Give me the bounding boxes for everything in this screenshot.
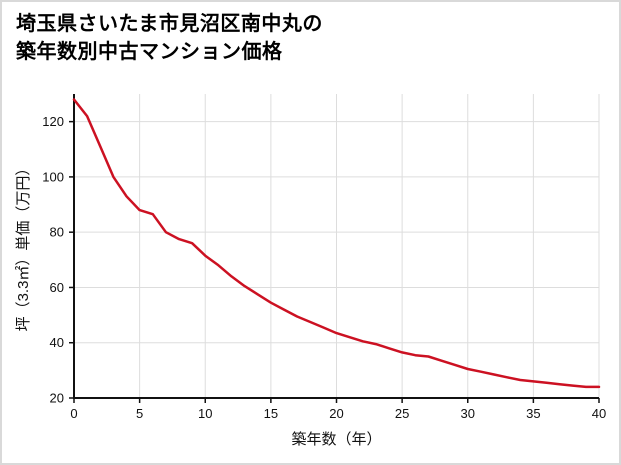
price-line-series xyxy=(72,98,601,389)
chart-title-line2: 築年数別中古マンション価格 xyxy=(16,41,283,63)
y-tick-label: 80 xyxy=(50,225,64,240)
y-tick-label: 100 xyxy=(42,169,64,184)
y-tick-label: 120 xyxy=(42,114,64,129)
x-tick-label: 20 xyxy=(329,406,343,421)
y-tick-label: 20 xyxy=(50,391,64,406)
x-tick-label: 35 xyxy=(526,406,540,421)
x-tick-label: 30 xyxy=(461,406,475,421)
y-axis-title: 坪（3.3㎡）単価（万円） xyxy=(15,161,32,332)
x-tick-label: 0 xyxy=(70,406,77,421)
x-tick-label: 25 xyxy=(395,406,409,421)
chart-title: 埼玉県さいたま市見沼区南中丸の 築年数別中古マンション価格 xyxy=(16,10,323,66)
x-tick-label: 15 xyxy=(264,406,278,421)
chart-title-line1: 埼玉県さいたま市見沼区南中丸の xyxy=(16,13,323,35)
x-tick-label: 40 xyxy=(592,406,606,421)
y-tick-label: 60 xyxy=(50,280,64,295)
y-tick-label: 40 xyxy=(50,335,64,350)
x-tick-label: 5 xyxy=(136,406,143,421)
x-axis-title: 築年数（年） xyxy=(291,430,381,448)
x-tick-label: 10 xyxy=(198,406,212,421)
